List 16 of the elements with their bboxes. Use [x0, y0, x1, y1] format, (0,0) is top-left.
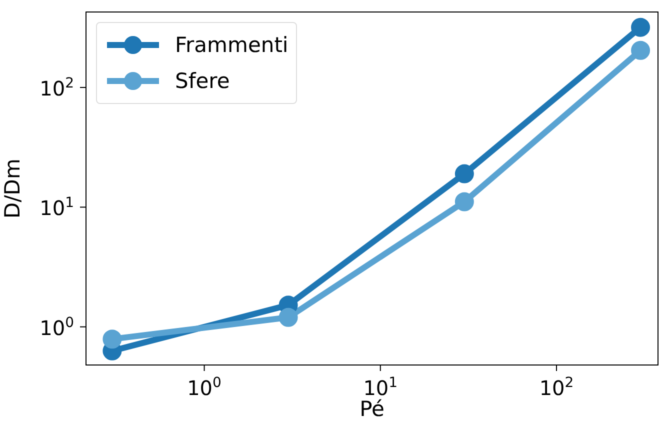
point — [454, 192, 474, 212]
point — [278, 308, 298, 327]
y-tick-label: 10$^{2}$ — [40, 75, 74, 100]
x-tick-label: 10$^{1}$ — [363, 375, 398, 400]
y-tick-label: 10$^{1}$ — [40, 195, 74, 220]
x-tick-label: 10$^{0}$ — [187, 375, 222, 400]
x-tick-label: 10$^{2}$ — [539, 375, 574, 400]
point — [102, 330, 122, 349]
y-tick-label: 10$^{0}$ — [40, 314, 74, 340]
point — [631, 18, 650, 37]
point — [631, 40, 650, 60]
legend-label: Frammenti — [175, 33, 288, 57]
point — [454, 164, 474, 184]
legend-label: Sfere — [175, 69, 230, 93]
y-axis-title: D/Dm — [0, 158, 24, 218]
x-axis-title: Pé — [360, 397, 384, 421]
